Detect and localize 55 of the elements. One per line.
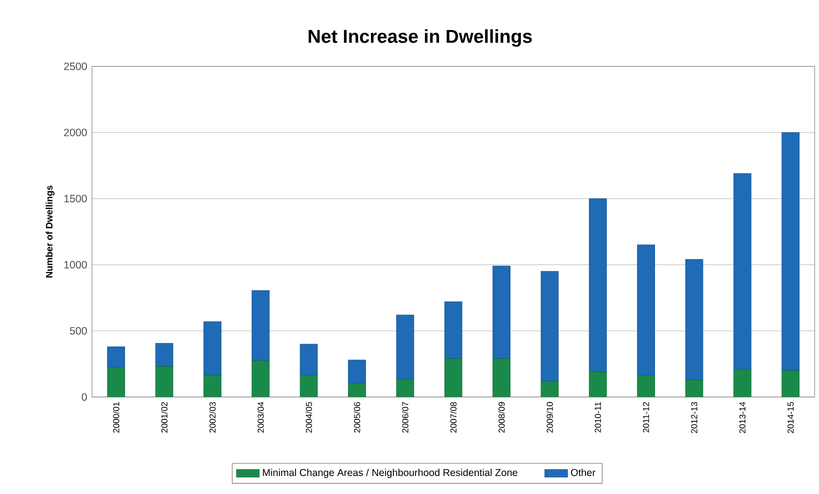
bar xyxy=(685,259,704,380)
y-tick-label: 500 xyxy=(70,327,87,335)
x-tick-label: 2002/03 xyxy=(209,402,216,433)
x-tick-label: 2006/07 xyxy=(402,402,408,433)
bar xyxy=(107,346,126,368)
bar xyxy=(204,374,222,397)
bar xyxy=(588,198,607,372)
x-tick-label: 2013-14 xyxy=(739,402,746,434)
bar xyxy=(396,314,414,380)
chart-title: Net Increase in Dwellings xyxy=(308,29,532,47)
x-tick-label: 2014-15 xyxy=(788,402,794,434)
legend-label: Minimal Change Areas / Neighbourhood Residential Zone xyxy=(262,468,518,478)
bar xyxy=(348,360,366,384)
bar xyxy=(396,378,414,397)
bar xyxy=(637,244,655,376)
bar xyxy=(444,358,462,397)
bar xyxy=(782,370,800,397)
bar xyxy=(733,173,752,370)
bar xyxy=(733,368,752,397)
bar xyxy=(300,376,318,397)
y-tick-label: 1500 xyxy=(64,194,87,202)
bar xyxy=(492,266,510,359)
x-tick-label: 2010-11 xyxy=(594,402,601,432)
legend-label: Other xyxy=(570,468,596,476)
bar xyxy=(588,372,607,397)
x-tick-label: 2003/04 xyxy=(257,402,264,433)
x-tick-label: 2001/02 xyxy=(161,402,168,433)
bar xyxy=(782,132,800,371)
bar xyxy=(348,384,366,397)
bar xyxy=(540,380,559,397)
bar xyxy=(300,344,318,376)
y-tick-label: 0 xyxy=(82,393,87,401)
bar xyxy=(540,271,559,382)
x-tick-label: 2011-12 xyxy=(642,402,650,432)
bar xyxy=(204,321,222,376)
y-tick-label: 1000 xyxy=(64,260,87,269)
x-tick-label: 2009/10 xyxy=(546,402,553,433)
bar xyxy=(155,343,174,367)
x-tick-label: 2005/06 xyxy=(354,402,360,433)
y-tick-label: 2500 xyxy=(64,62,87,70)
y-tick-label: 2000 xyxy=(64,128,87,136)
bar xyxy=(492,358,510,397)
bar xyxy=(252,360,270,397)
x-tick-label: 2012-13 xyxy=(691,402,698,434)
bar xyxy=(107,366,126,397)
y-axis-title: Number of Dwellings xyxy=(46,186,54,278)
bar xyxy=(252,290,270,361)
x-tick-label: 2008/09 xyxy=(498,402,505,433)
bar xyxy=(685,380,704,397)
bar xyxy=(155,366,174,397)
x-tick-label: 2000/01 xyxy=(112,402,120,433)
x-tick-label: 2004/05 xyxy=(306,402,312,433)
bar xyxy=(637,376,655,397)
x-tick-label: 2007/08 xyxy=(450,402,457,433)
bar xyxy=(444,302,462,359)
